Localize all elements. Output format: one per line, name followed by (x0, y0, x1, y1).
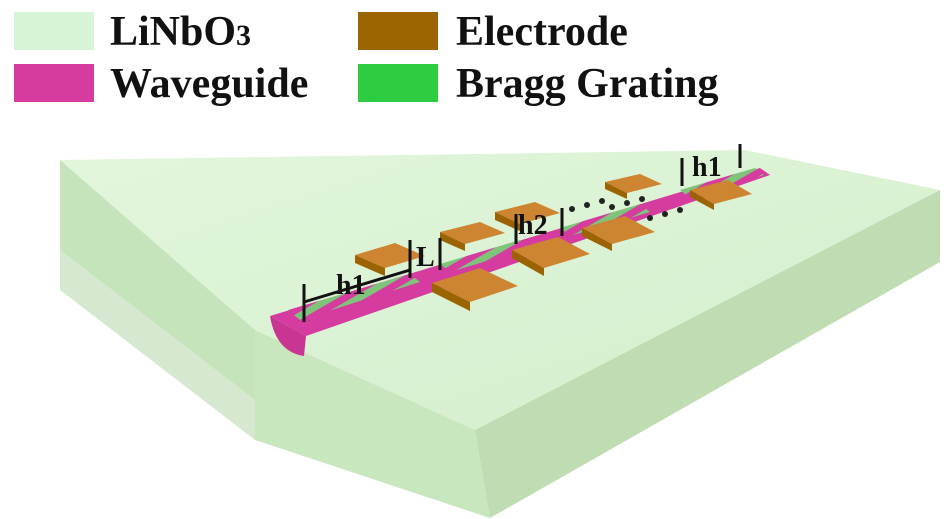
waveguide-swatch (14, 64, 94, 102)
label-L: L (416, 242, 435, 273)
label-h2: h2 (518, 210, 548, 241)
ellipsis-dots (569, 196, 683, 221)
waveguide-end-face (270, 316, 306, 356)
electrode-front-4 (690, 180, 752, 210)
bragg-grating-section-1 (288, 274, 420, 320)
electrode-back-4 (605, 174, 662, 199)
linbo3-swatch (14, 12, 94, 50)
label-h1-left: h1 (336, 270, 366, 301)
electrode-back-3 (495, 202, 560, 231)
dimension-h1-right (680, 144, 742, 186)
label-h1-right: h1 (692, 152, 722, 183)
substrate-front-shade (60, 250, 255, 440)
legend: LiNbO3 Waveguide Electrode Bragg Grating (0, 0, 944, 120)
electrode-front-3 (582, 216, 655, 251)
electrode-back-2 (440, 222, 505, 251)
electrode-front-1 (432, 268, 518, 311)
waveguide-legend-label: Waveguide (110, 61, 309, 107)
bragg-grating-legend-label: Bragg Grating (456, 61, 719, 107)
electrode-swatch (358, 12, 438, 50)
electrode-legend-label: Electrode (456, 9, 628, 55)
substrate-right-face (475, 190, 940, 518)
electrode-back-1 (355, 243, 425, 276)
bragg-grating-section-2 (440, 240, 530, 272)
dimension-h1-left (302, 240, 412, 322)
substrate-front-face (255, 330, 490, 518)
bragg-grating-swatch (358, 64, 438, 102)
linbo3-legend-label: LiNbO3 (110, 9, 252, 55)
electrode-front-2 (512, 237, 590, 276)
substrate-left-face (60, 160, 255, 400)
dimension-h2 (514, 208, 564, 244)
